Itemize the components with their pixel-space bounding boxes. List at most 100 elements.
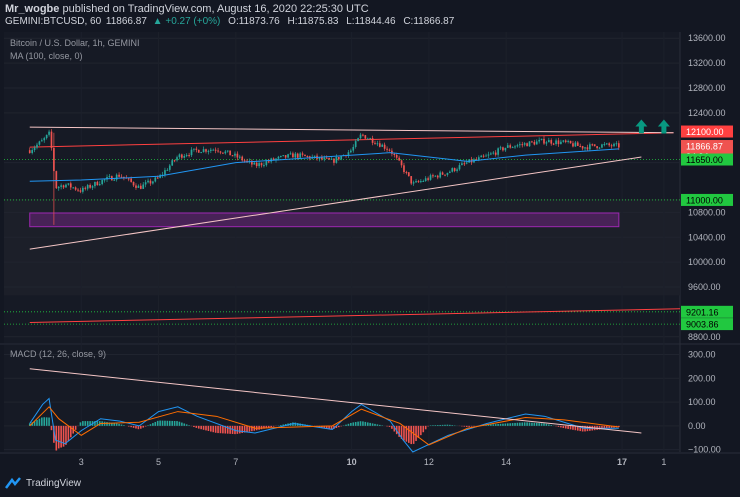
histogram-bar — [181, 422, 183, 426]
macd-y-tick-label: 0.00 — [688, 421, 706, 431]
histogram-bar — [246, 425, 248, 433]
histogram-bar — [236, 425, 239, 434]
y-tick-label: 12800.00 — [688, 83, 726, 93]
candle-body — [441, 172, 444, 175]
histogram-bar — [581, 425, 584, 432]
histogram-bar — [272, 425, 275, 427]
high-value: 11875.83 — [297, 16, 339, 27]
histogram-bar — [161, 420, 164, 426]
candle-body — [448, 171, 451, 173]
candle-body — [48, 131, 50, 135]
author-name[interactable]: Mr_wogbe — [5, 3, 60, 15]
histogram-bar — [424, 425, 427, 430]
candle-body — [564, 140, 567, 142]
macd-y-tick-label: 100.00 — [688, 397, 716, 407]
candle-body — [560, 141, 562, 145]
histogram-bar — [53, 425, 55, 443]
histogram-bar — [523, 422, 526, 426]
candle-body — [226, 150, 229, 152]
candle-body — [422, 180, 425, 182]
candle-body — [205, 149, 207, 152]
candle-body — [432, 175, 434, 177]
low-label: L: — [346, 16, 355, 27]
candle-body — [434, 175, 437, 177]
histogram-bar — [519, 422, 521, 426]
histogram-bar — [436, 425, 439, 426]
candle-body — [79, 190, 82, 192]
candle-body — [371, 138, 374, 143]
histogram-bar — [328, 425, 330, 429]
support-trendline — [29, 156, 642, 250]
histogram-bar — [33, 421, 36, 426]
candle-body — [617, 143, 620, 148]
histogram-bar — [65, 425, 67, 445]
candle-body — [185, 155, 188, 157]
histogram-bar — [379, 424, 381, 426]
histogram-bar — [574, 425, 577, 431]
candle-body — [207, 150, 210, 152]
candle-body — [535, 141, 538, 145]
candle-body — [127, 178, 130, 180]
demand-zone — [29, 212, 620, 228]
candle-body — [376, 143, 379, 145]
histogram-bar — [400, 425, 403, 439]
candle-body — [101, 180, 104, 185]
histogram-bar — [94, 421, 96, 426]
histogram-bar — [533, 422, 536, 426]
x-tick-label: 7 — [233, 457, 238, 467]
candle-body — [584, 147, 586, 149]
histogram-bar — [403, 425, 405, 441]
x-tick-label: 17 — [617, 457, 627, 467]
histogram-bar — [439, 424, 441, 426]
candle-body — [60, 185, 62, 187]
histogram-bar — [545, 423, 548, 426]
histogram-bar — [451, 425, 454, 426]
histogram-bar — [50, 425, 53, 431]
candle-body — [526, 143, 528, 147]
candle-body — [528, 141, 531, 147]
histogram-bar — [576, 425, 579, 431]
candle-body — [178, 154, 181, 158]
histogram-bar — [374, 423, 376, 426]
histogram-bar — [176, 421, 178, 426]
candle-body — [605, 143, 608, 145]
candle-body — [260, 163, 263, 166]
candle-body — [354, 141, 357, 147]
candle-body — [415, 181, 417, 183]
histogram-bar — [449, 424, 451, 426]
candle-body — [272, 158, 275, 161]
histogram-bar — [200, 425, 202, 430]
histogram-bar — [487, 424, 490, 426]
histogram-bar — [514, 422, 516, 426]
histogram-bar — [567, 425, 569, 429]
histogram-bar — [528, 422, 531, 426]
candle-body — [222, 152, 224, 154]
candle-body — [388, 149, 391, 151]
candle-body — [596, 146, 598, 149]
y-tick-label: 10000.00 — [688, 257, 726, 267]
histogram-bar — [214, 425, 217, 433]
candle-body — [391, 150, 393, 154]
histogram-bar — [504, 423, 507, 426]
candle-body — [494, 152, 497, 155]
histogram-bar — [470, 425, 473, 427]
candle-body — [456, 169, 458, 171]
histogram-bar — [89, 421, 91, 426]
candle-body — [292, 153, 294, 158]
candle-body — [130, 178, 132, 182]
histogram-bar — [494, 424, 497, 426]
low-value: 11844.46 — [354, 16, 396, 27]
candle-body — [352, 146, 355, 151]
histogram-bar — [202, 425, 205, 430]
ma-indicator-label: MA (100, close, 0) — [10, 51, 83, 61]
histogram-bar — [492, 424, 495, 426]
histogram-bar — [521, 422, 524, 426]
candle-body — [598, 147, 601, 149]
candle-body — [120, 176, 123, 178]
histogram-bar — [241, 425, 244, 433]
candle-body — [328, 158, 330, 160]
histogram-bar — [562, 425, 565, 429]
histogram-bar — [86, 421, 89, 426]
candle-body — [608, 143, 611, 146]
